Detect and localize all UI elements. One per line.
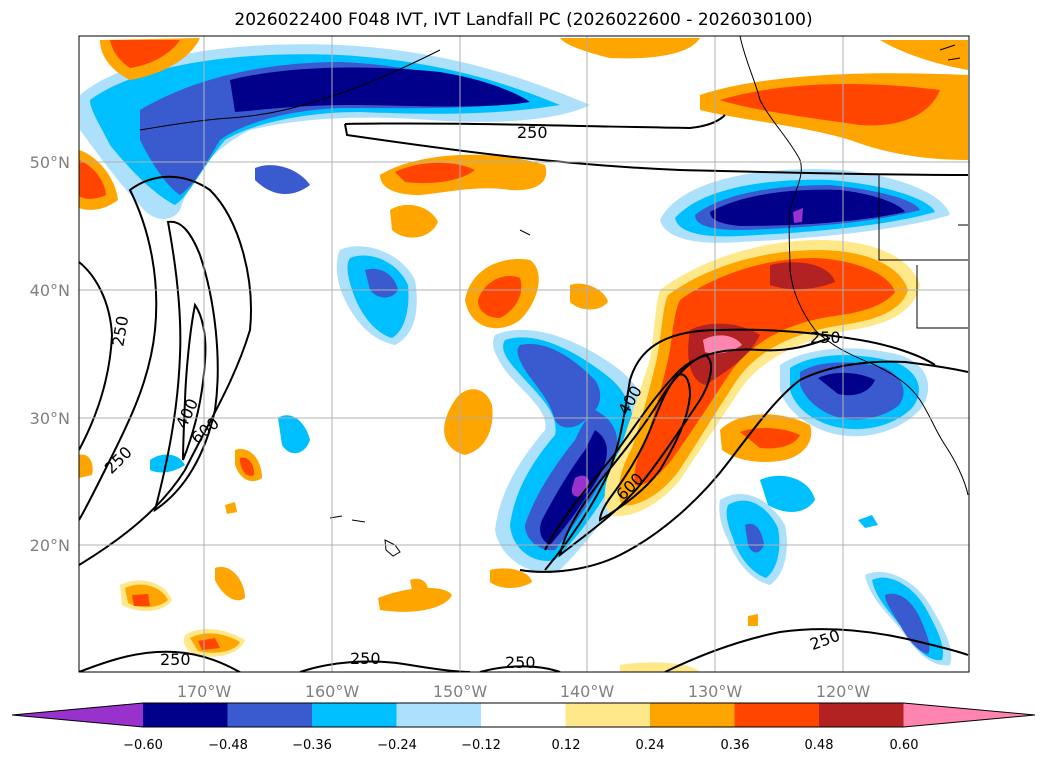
colorbar-segment <box>143 703 228 727</box>
colorbar-tick-labels: −0.60 −0.48 −0.36 −0.24 −0.12 0.12 0.24 … <box>123 738 918 753</box>
colorbar-tick: 0.36 <box>721 738 750 753</box>
colorbar-tick: −0.60 <box>123 738 163 753</box>
contour-label: 250 <box>160 650 191 669</box>
map-panel: 250 250 250 250 250 250 250 400 600 400 … <box>79 36 969 672</box>
colorbar-tick: −0.48 <box>208 738 248 753</box>
contour-label: 250 <box>505 653 536 672</box>
colorbar-segment <box>312 703 397 727</box>
lon-label: 160°W <box>305 682 360 701</box>
colorbar-tick: −0.36 <box>292 738 332 753</box>
contour-label: 250 <box>517 123 548 142</box>
longitude-labels: 170°W 160°W 150°W 140°W 130°W 120°W <box>177 682 871 701</box>
colorbar-segment <box>227 703 313 727</box>
colorbar-segment <box>565 703 651 727</box>
lon-label: 120°W <box>816 682 871 701</box>
lat-label: 30°N <box>30 409 70 428</box>
colorbar-tick: −0.12 <box>461 738 501 753</box>
colorbar-tick: −0.24 <box>377 738 417 753</box>
colorbar-segment <box>734 703 820 727</box>
colorbar-tick: 0.48 <box>805 738 834 753</box>
colorbar-segment <box>819 703 904 727</box>
ivt-fill-layer <box>79 38 968 672</box>
colorbar-tick: 0.60 <box>890 738 919 753</box>
contour-label: 250 <box>810 328 841 347</box>
lon-label: 130°W <box>688 682 743 701</box>
colorbar-outline <box>11 702 1036 728</box>
colorbar <box>11 702 1036 728</box>
colorbar-extend-high <box>903 703 1035 727</box>
colorbar-segment <box>650 703 735 727</box>
colorbar-segment <box>396 703 482 727</box>
colorbar-tick: 0.24 <box>636 738 665 753</box>
colorbar-segment <box>481 703 566 727</box>
lon-label: 150°W <box>433 682 488 701</box>
lat-label: 40°N <box>30 281 70 300</box>
map-title: 2026022400 F048 IVT, IVT Landfall PC (20… <box>234 10 813 30</box>
ivt-contours <box>79 114 969 672</box>
colorbar-tick: 0.12 <box>552 738 581 753</box>
lat-label: 50°N <box>30 153 70 172</box>
colorbar-extend-low <box>12 703 143 727</box>
latitude-labels: 50°N 40°N 30°N 20°N <box>30 153 70 555</box>
map-frame <box>78 35 970 673</box>
contour-label: 250 <box>350 649 381 668</box>
lat-label: 20°N <box>30 536 70 555</box>
lon-label: 140°W <box>560 682 615 701</box>
coastlines <box>139 36 969 557</box>
lon-label: 170°W <box>177 682 232 701</box>
graticule <box>79 36 969 672</box>
